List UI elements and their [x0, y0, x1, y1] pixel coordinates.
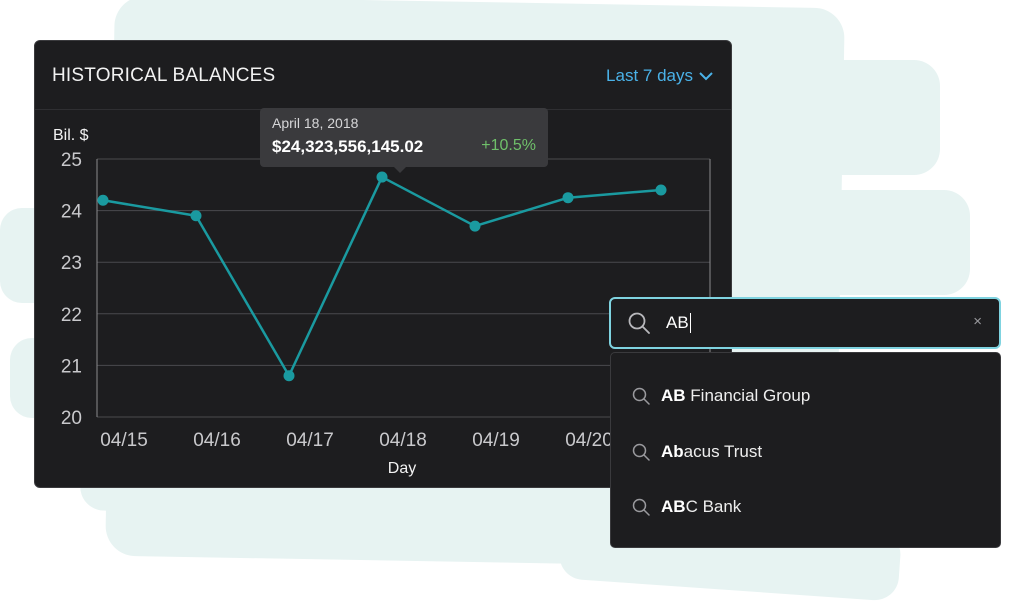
data-point: [376, 171, 388, 183]
x-tick-label: 04/20: [565, 430, 613, 451]
search-icon: [632, 387, 650, 405]
data-point: [562, 192, 574, 204]
y-tick-label: 25: [61, 150, 82, 171]
search-input-value: AB: [666, 313, 689, 332]
data-point: [190, 210, 202, 222]
series-line: [102, 175, 662, 377]
data-point: [655, 184, 667, 196]
suggestion-label: ABC Bank: [661, 497, 742, 516]
search-box[interactable]: AB ×: [609, 297, 1001, 349]
data-point: [97, 194, 109, 206]
tooltip-arrow: [393, 166, 407, 173]
y-tick-label: 21: [61, 356, 82, 377]
x-tick-label: 04/16: [193, 430, 241, 451]
chevron-down-icon: [699, 71, 713, 81]
y-tick-label: 22: [61, 305, 82, 326]
chart-tooltip: April 18, 2018 $24,323,556,145.02 +10.5%: [260, 108, 548, 173]
date-range-dropdown[interactable]: Last 7 days: [606, 66, 713, 86]
search-input[interactable]: AB: [666, 313, 691, 333]
x-axis-title: Day: [388, 460, 416, 477]
suggestion-item[interactable]: Abacus Trust: [611, 430, 1000, 474]
data-point: [283, 370, 295, 382]
x-tick-label: 04/19: [472, 430, 520, 451]
x-tick-label: 04/15: [100, 430, 148, 451]
tooltip-change: +10.5%: [481, 137, 536, 154]
suggestion-item[interactable]: ABC Bank: [611, 485, 1000, 529]
date-range-label: Last 7 days: [606, 66, 693, 85]
search-suggestions: AB Financial Group Abacus Trust ABC Bank: [610, 352, 1001, 548]
search-icon: [632, 498, 650, 516]
tooltip-value: $24,323,556,145.02: [272, 137, 424, 156]
text-caret: [689, 313, 691, 333]
x-tick-label: 04/18: [379, 430, 427, 451]
suggestion-label: AB Financial Group: [661, 386, 811, 405]
x-tick-label: 04/17: [286, 430, 334, 451]
suggestion-label: Abacus Trust: [661, 442, 763, 461]
background-shape: [720, 190, 970, 295]
y-tick-label: 23: [61, 253, 82, 274]
card-title: HISTORICAL BALANCES: [52, 65, 276, 86]
data-point: [469, 220, 481, 232]
search-icon: [632, 443, 650, 461]
search-icon: [628, 312, 650, 334]
y-tick-label: 20: [61, 408, 82, 429]
tooltip-date: April 18, 2018: [272, 115, 359, 131]
clear-search-button[interactable]: ×: [973, 313, 982, 330]
y-axis-title: Bil. $: [53, 127, 89, 144]
background-shape: [700, 60, 940, 175]
y-tick-label: 24: [61, 202, 83, 223]
suggestion-item[interactable]: AB Financial Group: [611, 374, 1000, 418]
